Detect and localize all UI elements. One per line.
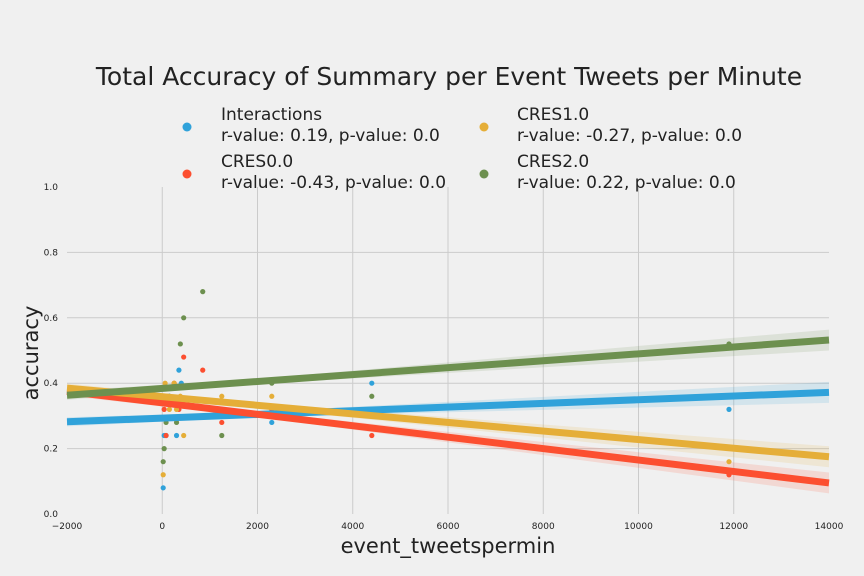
y-tick-label: 0.0 — [44, 510, 59, 520]
x-tick-label: 4000 — [341, 522, 364, 532]
data-point — [219, 393, 225, 399]
regression-line — [66, 384, 830, 461]
data-point — [173, 432, 180, 439]
legend-marker — [479, 122, 489, 132]
data-point — [219, 432, 225, 439]
y-tick-label: 0.6 — [44, 314, 59, 324]
data-point — [162, 380, 168, 386]
data-point — [369, 380, 375, 386]
data-point — [369, 393, 375, 399]
legend-marker — [479, 169, 489, 179]
data-point — [181, 354, 187, 360]
data-point — [163, 432, 169, 439]
data-point — [173, 419, 180, 426]
x-tick-label: 2000 — [246, 522, 269, 532]
y-tick-label: 0.2 — [44, 445, 58, 455]
data-point — [200, 289, 206, 295]
data-point — [160, 459, 166, 465]
y-tick-label: 0.8 — [44, 248, 59, 258]
data-point — [161, 406, 167, 412]
x-tick-label: 0 — [159, 522, 165, 532]
data-point — [176, 367, 182, 373]
x-tick-label: 14000 — [815, 522, 844, 532]
x-tick-label: −2000 — [52, 522, 83, 532]
chart-title: Total Accuracy of Summary per Event Twee… — [95, 62, 802, 91]
regression-line — [66, 336, 830, 399]
data-point — [369, 432, 375, 439]
data-point — [160, 485, 166, 491]
legend-stats: r-value: -0.43, p-value: 0.0 — [221, 173, 446, 193]
x-axis-label: event_tweetspermin — [341, 534, 556, 559]
y-axis-label: accuracy — [19, 306, 43, 401]
regression-line — [66, 387, 830, 487]
data-point — [177, 341, 183, 347]
legend-label: CRES0.0 — [221, 152, 293, 172]
x-tick-label: 6000 — [437, 522, 460, 532]
data-point — [726, 406, 732, 412]
legend-stats: r-value: 0.19, p-value: 0.0 — [221, 126, 440, 146]
data-point — [200, 367, 206, 373]
data-point — [181, 315, 187, 321]
data-point — [160, 472, 166, 478]
tick-labels: −2000 0 2000 4000 6000 8000 10000 12000 14000 0.0… — [44, 183, 844, 532]
legend-stats: r-value: 0.22, p-value: 0.0 — [517, 173, 736, 193]
data-point — [219, 419, 225, 426]
data-point — [181, 432, 187, 439]
regression-lines — [66, 336, 830, 487]
data-point — [269, 419, 275, 426]
x-tick-label: 8000 — [532, 522, 555, 532]
x-tick-label: 12000 — [719, 522, 748, 532]
y-tick-label: 1.0 — [44, 183, 59, 193]
legend-label: CRES1.0 — [517, 105, 589, 125]
legend-stats: r-value: -0.27, p-value: 0.0 — [517, 126, 742, 146]
data-point — [726, 459, 732, 465]
legend-marker — [182, 169, 192, 179]
data-point — [269, 393, 275, 399]
y-tick-label: 0.4 — [44, 379, 59, 389]
legend-marker — [182, 122, 192, 132]
legend-label: Interactions — [221, 105, 322, 125]
data-point — [166, 406, 172, 412]
data-point — [161, 446, 167, 452]
legend-label: CRES2.0 — [517, 152, 589, 172]
regression-line — [66, 388, 830, 426]
x-tick-label: 10000 — [624, 522, 653, 532]
